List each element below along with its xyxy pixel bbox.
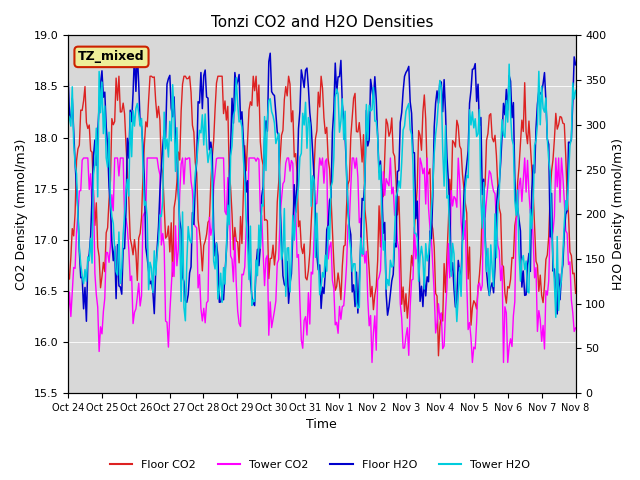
Legend: Floor CO2, Tower CO2, Floor H2O, Tower H2O: Floor CO2, Tower CO2, Floor H2O, Tower H… [105, 456, 535, 474]
Y-axis label: H2O Density (mmol/m3): H2O Density (mmol/m3) [612, 138, 625, 290]
X-axis label: Time: Time [307, 419, 337, 432]
Text: TZ_mixed: TZ_mixed [78, 50, 145, 63]
Y-axis label: CO2 Density (mmol/m3): CO2 Density (mmol/m3) [15, 139, 28, 290]
Title: Tonzi CO2 and H2O Densities: Tonzi CO2 and H2O Densities [211, 15, 433, 30]
